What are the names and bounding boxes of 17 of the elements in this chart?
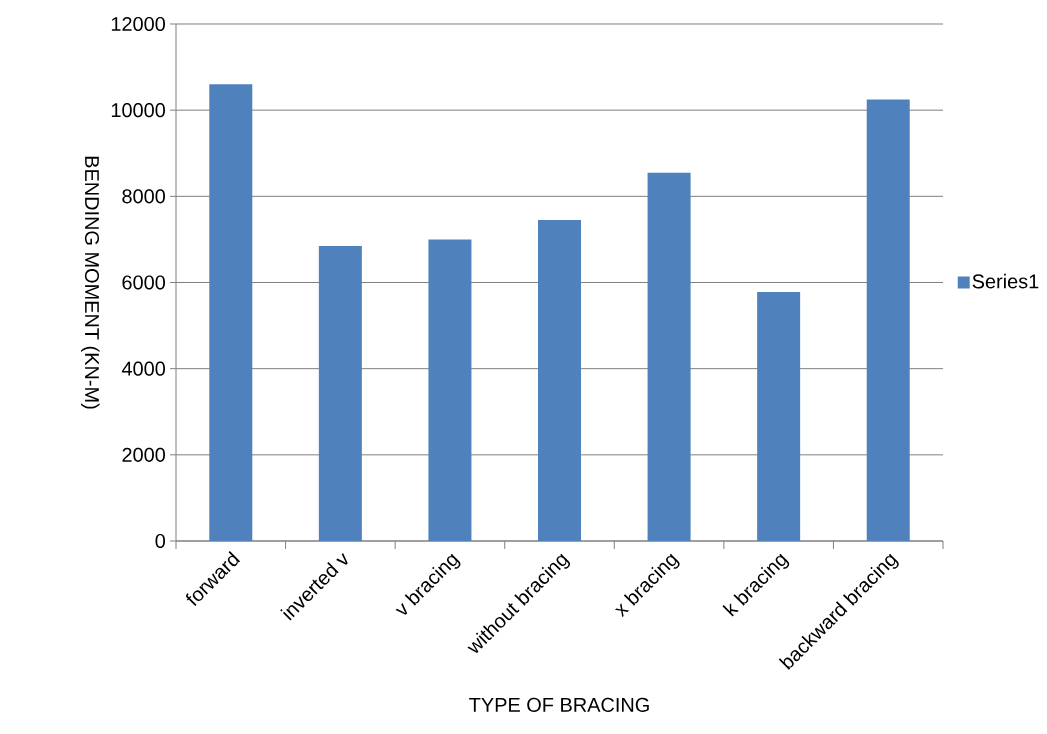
bar <box>428 239 472 541</box>
legend-label: Series1 <box>972 273 1039 289</box>
bar <box>538 220 582 541</box>
y-tick-label: 12000 <box>111 16 165 32</box>
y-tick-label: 10000 <box>111 103 165 118</box>
y-tick-label: 6000 <box>122 275 166 290</box>
bar <box>209 84 253 541</box>
y-tick-label: 8000 <box>122 189 166 204</box>
bar <box>866 99 910 541</box>
x-axis-title: TYPE OF BRACING <box>469 697 649 712</box>
bar <box>757 291 801 541</box>
y-tick-label: 2000 <box>122 447 166 462</box>
y-tick-label: 0 <box>155 533 166 549</box>
y-axis-title: BENDING MOMENT (KN-M) <box>80 156 100 409</box>
bar <box>318 245 362 541</box>
bar <box>647 172 691 541</box>
y-tick-label: 4000 <box>121 361 166 376</box>
